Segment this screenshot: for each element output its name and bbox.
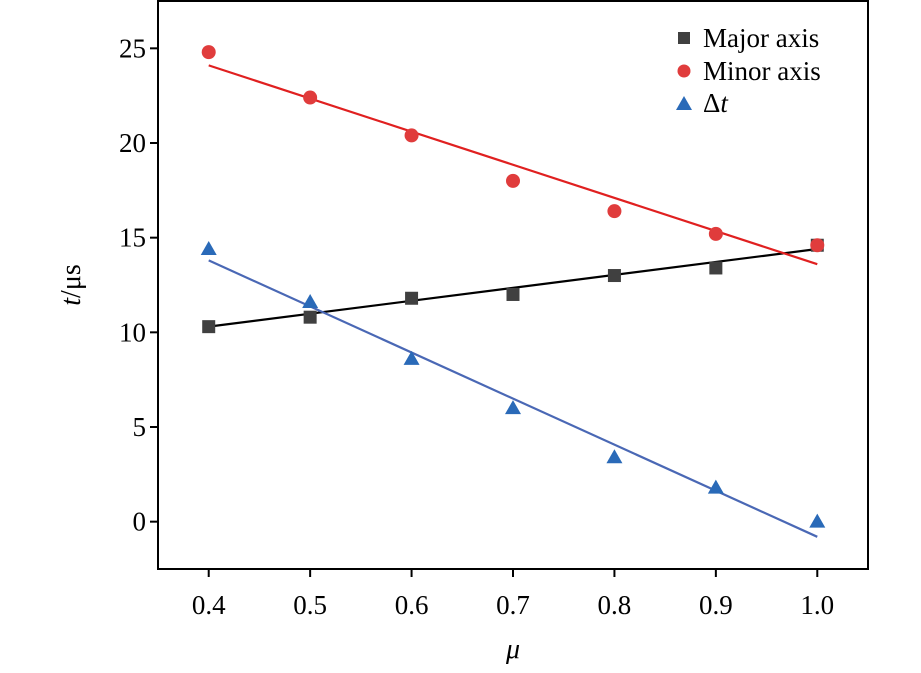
- point-minor-axis: [303, 90, 318, 105]
- y-tick-label: 5: [133, 412, 147, 442]
- x-tick-label: 0.5: [293, 590, 327, 620]
- legend: Major axis Minor axis Δt: [676, 23, 821, 118]
- point-major-axis: [607, 269, 621, 283]
- point-major-axis: [303, 310, 317, 324]
- point-delta-t: [403, 350, 420, 365]
- point-minor-axis: [506, 173, 520, 188]
- point-delta-t: [200, 241, 217, 256]
- fit-lines: [208, 64, 818, 538]
- legend-label-major-axis: Major axis: [703, 23, 819, 53]
- y-tick-label: 15: [119, 223, 146, 253]
- legend-label-delta-t: Δt: [703, 88, 729, 118]
- fit-line-major-axis: [208, 247, 818, 328]
- x-tick-label: 0.8: [598, 590, 632, 620]
- point-minor-axis: [607, 204, 622, 219]
- point-minor-axis: [404, 128, 419, 143]
- point-major-axis: [202, 320, 216, 334]
- point-delta-t: [505, 400, 521, 415]
- x-tick-label: 1.0: [800, 590, 834, 620]
- point-delta-t: [302, 294, 319, 309]
- legend-marker-major-axis: [678, 32, 690, 44]
- point-delta-t: [809, 513, 826, 528]
- legend-marker-minor-axis: [677, 64, 691, 78]
- data-points: [200, 45, 826, 528]
- x-tick-label: 0.9: [699, 590, 733, 620]
- y-axis: 0 5 10 15 20 25: [119, 33, 158, 537]
- legend-marker-delta-t: [676, 96, 692, 110]
- y-tick-label: 0: [133, 507, 147, 537]
- point-minor-axis: [810, 238, 825, 253]
- y-tick-label: 25: [119, 33, 146, 63]
- point-major-axis: [405, 291, 419, 305]
- x-tick-label: 0.6: [395, 590, 429, 620]
- legend-label-minor-axis: Minor axis: [703, 56, 821, 86]
- point-delta-t: [606, 449, 623, 464]
- y-tick-label: 20: [119, 128, 146, 158]
- y-axis-title: t/μs: [56, 264, 87, 305]
- x-axis-title: μ: [505, 634, 520, 665]
- point-minor-axis: [201, 45, 216, 60]
- fit-line-delta-t: [208, 259, 818, 538]
- x-tick-label: 0.4: [192, 590, 226, 620]
- point-delta-t: [707, 479, 724, 494]
- point-minor-axis: [708, 226, 723, 241]
- y-tick-label: 10: [119, 317, 146, 347]
- point-major-axis: [506, 287, 520, 301]
- x-axis: 0.4 0.5 0.6 0.7 0.8 0.9 1.0: [192, 569, 834, 620]
- point-major-axis: [709, 261, 723, 275]
- x-tick-label: 0.7: [496, 590, 530, 620]
